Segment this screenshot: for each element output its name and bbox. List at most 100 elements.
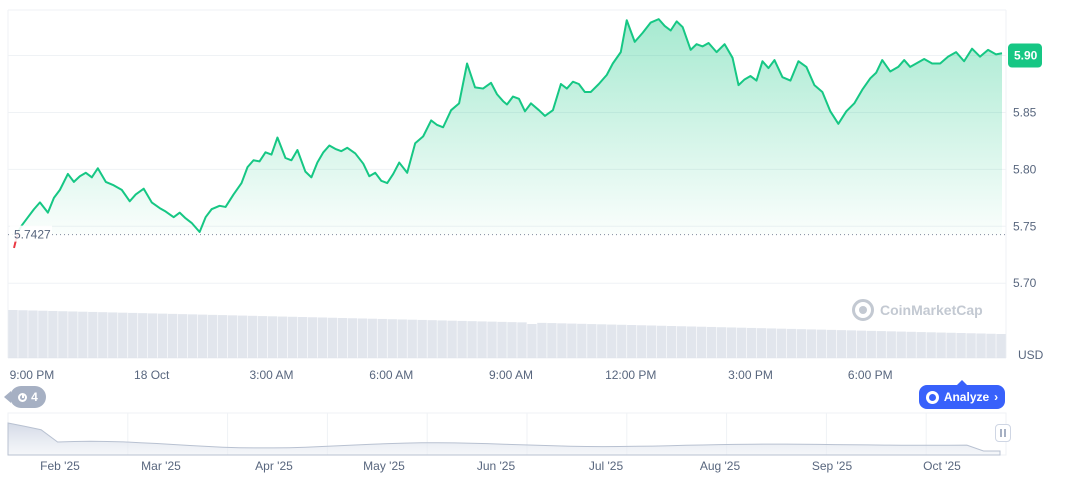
volume-bar (207, 314, 218, 358)
price-area-fill (9, 19, 1003, 235)
navigator-x-label: Apr '25 (255, 459, 293, 473)
volume-bar (98, 312, 108, 358)
watermark-text: CoinMarketCap (880, 302, 983, 318)
volume-bar (267, 316, 278, 358)
volume-bar (437, 320, 447, 358)
volume-bar (387, 319, 397, 358)
volume-bar (706, 326, 717, 358)
volume-bar (567, 323, 577, 358)
volume-bar (896, 331, 906, 358)
volume-bar (607, 324, 617, 358)
x-tick-label: 3:00 PM (728, 368, 773, 382)
volume-bar (367, 318, 377, 358)
volume-bar (58, 311, 68, 358)
volume-bar (247, 315, 258, 358)
volume-bar (976, 333, 986, 358)
volume-bar (48, 310, 58, 358)
volume-bar (297, 317, 308, 358)
history-badge[interactable]: 4 (4, 386, 46, 408)
volume-bar (866, 330, 876, 358)
volume-bar (497, 321, 507, 358)
volume-bar (148, 313, 158, 358)
navigator-x-label: Jul '25 (589, 459, 624, 473)
volume-bar (257, 316, 268, 358)
volume-bar (337, 318, 348, 358)
volume-bar (956, 333, 966, 358)
volume-bar (507, 322, 517, 358)
navigator-x-label: Mar '25 (141, 459, 181, 473)
volume-bar (776, 328, 787, 358)
volume-bar (227, 315, 238, 358)
volume-bar (886, 331, 896, 358)
volume-bar (38, 310, 48, 358)
analyze-button[interactable]: Analyze › (919, 385, 1005, 409)
volume-bar (826, 329, 837, 358)
volume-bar (118, 312, 128, 358)
x-tick-label: 12:00 PM (605, 368, 656, 382)
volume-bar (577, 323, 587, 358)
volume-bar (686, 326, 697, 358)
volume-bar (796, 329, 807, 358)
navigator-x-label: Jun '25 (477, 459, 516, 473)
volume-bar (197, 314, 208, 358)
x-tick-label: 3:00 AM (249, 368, 293, 382)
volume-bar (287, 316, 298, 358)
y-tick-label: 5.85 (1013, 105, 1037, 119)
history-icon (18, 392, 28, 402)
navigator-area (7, 422, 1001, 456)
volume-bar (78, 311, 88, 358)
x-tick-label: 6:00 PM (848, 368, 893, 382)
volume-bar (597, 324, 607, 358)
volume-bar (627, 325, 637, 358)
analyze-label: Analyze (943, 390, 990, 404)
volume-bar (217, 315, 228, 358)
x-tick-label: 9:00 PM (10, 368, 55, 382)
volume-bar (457, 320, 467, 358)
volume-bar (986, 333, 996, 358)
volume-bar (397, 319, 407, 358)
volume-bar (327, 317, 338, 358)
navigator-handle[interactable] (995, 424, 1011, 442)
volume-bar (467, 321, 477, 358)
reference-label-bg (10, 225, 52, 242)
ai-icon (925, 390, 939, 404)
volume-bar (647, 325, 657, 358)
handle-grip-right (1004, 429, 1006, 437)
current-price-tag: 5.90 (1008, 43, 1042, 68)
price-area (9, 18, 1003, 249)
volume-bar (88, 311, 98, 358)
chevron-right-icon: › (994, 390, 999, 404)
volume-bar (557, 323, 567, 358)
volume-bar (18, 310, 28, 358)
volume-bar (617, 324, 627, 358)
y-tick-label: 5.70 (1013, 276, 1037, 290)
navigator-x-label: Sep '25 (812, 459, 853, 473)
volume-bar (158, 313, 168, 358)
reference-line: 5.7427 (8, 225, 1006, 242)
volume-bar (936, 332, 946, 358)
navigator[interactable]: Feb '25 Mar '25 Apr '25 May '25 Jun '25 Jul '… (7, 412, 1007, 473)
volume-bar (487, 321, 497, 358)
volume-bar (926, 332, 936, 358)
volume-bar (547, 323, 557, 358)
y-axis-unit-label: USD (1018, 348, 1044, 362)
volume-bar (696, 326, 707, 358)
volume-bar (427, 320, 437, 358)
x-tick-label: 18 Oct (134, 368, 170, 382)
navigator-x-label: Aug '25 (700, 459, 741, 473)
volume-bar (746, 327, 757, 358)
volume-bar (906, 331, 916, 358)
x-tick-label: 9:00 AM (489, 368, 533, 382)
volume-bar (347, 318, 357, 358)
navigator-x-label: Feb '25 (40, 459, 80, 473)
volume-bar (966, 333, 976, 358)
volume-bar (377, 318, 387, 358)
volume-bar (8, 310, 18, 358)
volume-bar (407, 319, 417, 358)
y-tick-label: 5.80 (1013, 162, 1037, 176)
x-axis: 9:00 PM 18 Oct 3:00 AM 6:00 AM 9:00 AM 12:00 … (10, 368, 968, 386)
volume-bar (177, 314, 188, 358)
volume-bar (716, 327, 727, 358)
